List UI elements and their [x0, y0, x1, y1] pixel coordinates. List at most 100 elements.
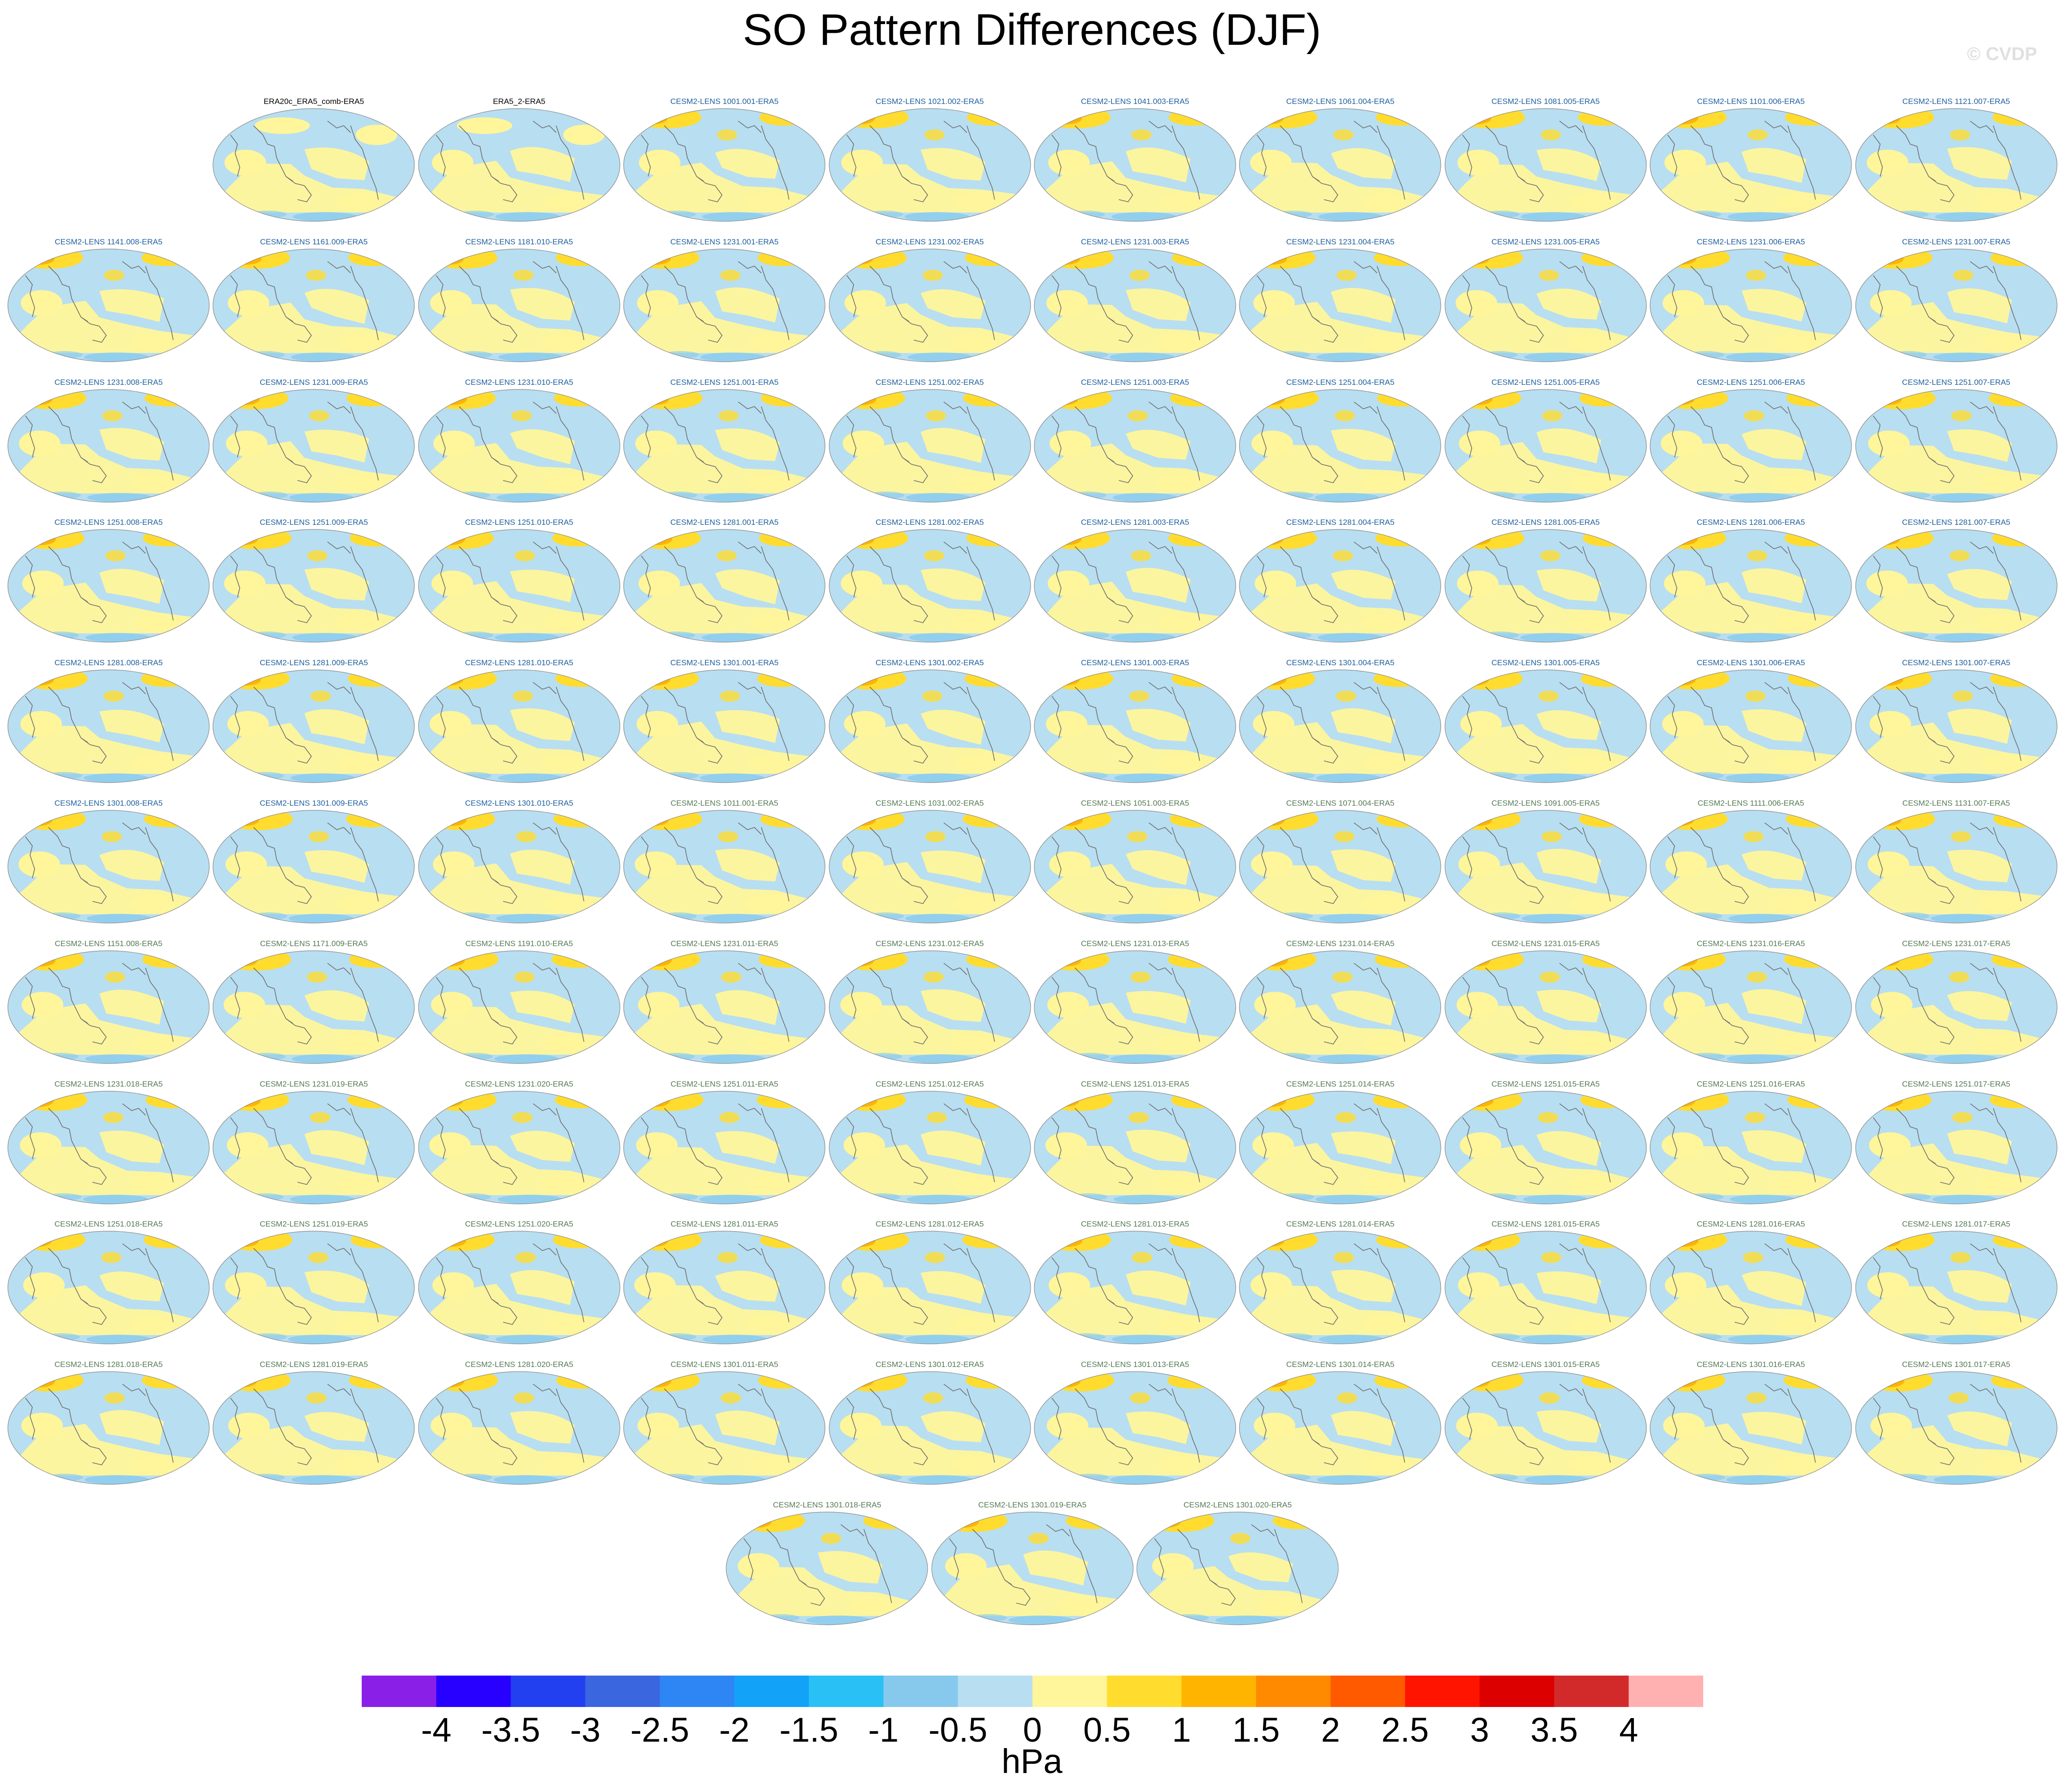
map-panel: CESM2-LENS 1301.017-ERA5: [1854, 1360, 2059, 1501]
panel-title: CESM2-LENS 1281.010-ERA5: [465, 658, 573, 668]
map-panel: CESM2-LENS 1231.014-ERA5: [1238, 939, 1443, 1080]
map-panel: CESM2-LENS 1301.008-ERA5: [6, 799, 211, 940]
map-globe: [623, 1231, 826, 1344]
map-panel: CESM2-LENS 1251.004-ERA5: [1238, 378, 1443, 519]
map-globe: [212, 389, 415, 503]
panel-title: CESM2-LENS 1301.001-ERA5: [670, 658, 779, 668]
panel-title: CESM2-LENS 1001.001-ERA5: [670, 97, 779, 106]
map-panel: CESM2-LENS 1281.015-ERA5: [1443, 1220, 1648, 1361]
colorbar-tick-label: 2.5: [1381, 1711, 1429, 1749]
map-globe: [1239, 1371, 1441, 1485]
panel-title: CESM2-LENS 1231.010-ERA5: [465, 377, 573, 387]
map-panel: CESM2-LENS 1301.001-ERA5: [622, 658, 827, 799]
map-panel: CESM2-LENS 1301.016-ERA5: [1648, 1360, 1853, 1501]
panel-title: CESM2-LENS 1121.007-ERA5: [1902, 97, 2010, 106]
map-globe: [1034, 389, 1236, 503]
map-panel: CESM2-LENS 1281.012-ERA5: [827, 1220, 1032, 1361]
map-globe: [1445, 669, 1647, 783]
map-panel: CESM2-LENS 1281.002-ERA5: [827, 518, 1032, 659]
map-globe: [1650, 669, 1852, 783]
map-panel: ERA20c_ERA5_comb-ERA5: [211, 97, 416, 238]
map-panel: CESM2-LENS 1301.005-ERA5: [1443, 658, 1648, 799]
map-panel: CESM2-LENS 1101.006-ERA5: [1648, 97, 1853, 238]
map-panel: CESM2-LENS 1041.003-ERA5: [1032, 97, 1238, 238]
map-panel: CESM2-LENS 1231.009-ERA5: [211, 378, 416, 519]
panel-title: ERA20c_ERA5_comb-ERA5: [263, 97, 364, 106]
panel-title: CESM2-LENS 1301.010-ERA5: [465, 799, 573, 808]
map-globe: [1445, 249, 1647, 362]
colorbar-tick-label: 0.5: [1083, 1711, 1131, 1749]
map-globe: [828, 950, 1031, 1064]
map-panel: CESM2-LENS 1281.011-ERA5: [622, 1220, 827, 1361]
colorbar-segment: [883, 1676, 959, 1707]
map-globe: [1855, 249, 2058, 362]
map-panel: CESM2-LENS 1251.003-ERA5: [1032, 378, 1238, 519]
map-globe: [212, 1371, 415, 1485]
panel-title: CESM2-LENS 1231.014-ERA5: [1286, 939, 1395, 948]
map-globe: [623, 669, 826, 783]
map-panel: CESM2-LENS 1281.017-ERA5: [1854, 1220, 2059, 1361]
map-panel: CESM2-LENS 1161.009-ERA5: [211, 237, 416, 378]
map-globe: [1855, 389, 2058, 503]
panel-title: CESM2-LENS 1231.002-ERA5: [875, 237, 984, 246]
colorbar-segment: [1181, 1676, 1257, 1707]
map-globe: [1239, 950, 1441, 1064]
panel-title: CESM2-LENS 1191.010-ERA5: [465, 939, 573, 948]
panel-title: CESM2-LENS 1301.015-ERA5: [1491, 1360, 1600, 1369]
panel-title: CESM2-LENS 1301.017-ERA5: [1902, 1360, 2010, 1369]
colorbar-segment: [362, 1676, 437, 1707]
panel-title: CESM2-LENS 1301.018-ERA5: [773, 1500, 881, 1509]
map-globe: [1445, 529, 1647, 643]
colorbar-tick-label: -3.5: [481, 1711, 540, 1749]
map-globe: [1650, 1231, 1852, 1344]
map-globe: [623, 249, 826, 362]
panel-title: CESM2-LENS 1101.006-ERA5: [1697, 97, 1805, 106]
panel-title: CESM2-LENS 1281.003-ERA5: [1081, 518, 1190, 527]
map-globe: [1239, 810, 1441, 923]
map-panel: CESM2-LENS 1281.004-ERA5: [1238, 518, 1443, 659]
map-globe: [418, 1231, 620, 1344]
map-globe: [418, 1090, 620, 1204]
map-globe: [1650, 950, 1852, 1064]
colorbar: [362, 1676, 1703, 1707]
panel-title: CESM2-LENS 1281.009-ERA5: [260, 658, 368, 668]
map-panel: CESM2-LENS 1141.008-ERA5: [6, 237, 211, 378]
map-globe: [1239, 108, 1441, 222]
map-globe: [7, 669, 210, 783]
map-panel: CESM2-LENS 1281.003-ERA5: [1032, 518, 1238, 659]
map-globe: [7, 389, 210, 503]
map-globe: [1034, 950, 1236, 1064]
map-panel: CESM2-LENS 1301.019-ERA5: [930, 1500, 1135, 1641]
map-globe: [1239, 669, 1441, 783]
map-globe: [1034, 1371, 1236, 1485]
panel-title: CESM2-LENS 1251.014-ERA5: [1286, 1079, 1395, 1088]
map-globe: [1855, 669, 2058, 783]
panel-title: CESM2-LENS 1251.002-ERA5: [875, 377, 984, 387]
map-panel: CESM2-LENS 1301.020-ERA5: [1135, 1500, 1340, 1641]
panel-title: CESM2-LENS 1231.013-ERA5: [1081, 939, 1190, 948]
colorbar-tick-label: -4: [421, 1711, 452, 1749]
map-panel: CESM2-LENS 1231.005-ERA5: [1443, 237, 1648, 378]
map-panel: CESM2-LENS 1231.006-ERA5: [1648, 237, 1853, 378]
map-panel: CESM2-LENS 1251.020-ERA5: [417, 1220, 622, 1361]
panel-title: CESM2-LENS 1231.020-ERA5: [465, 1079, 573, 1088]
map-panel: CESM2-LENS 1231.019-ERA5: [211, 1080, 416, 1221]
map-panel: CESM2-LENS 1231.004-ERA5: [1238, 237, 1443, 378]
map-panel: CESM2-LENS 1301.011-ERA5: [622, 1360, 827, 1501]
colorbar-tick-label: 2: [1321, 1711, 1340, 1749]
map-globe: [623, 389, 826, 503]
map-globe: [1445, 810, 1647, 923]
map-globe: [828, 249, 1031, 362]
map-panel: CESM2-LENS 1281.016-ERA5: [1648, 1220, 1853, 1361]
panel-title: CESM2-LENS 1231.017-ERA5: [1902, 939, 2010, 948]
map-globe: [623, 108, 826, 222]
map-panel: CESM2-LENS 1231.010-ERA5: [417, 378, 622, 519]
map-panel: CESM2-LENS 1251.014-ERA5: [1238, 1080, 1443, 1221]
map-panel: CESM2-LENS 1191.010-ERA5: [417, 939, 622, 1080]
colorbar-tick-label: -3: [570, 1711, 601, 1749]
map-globe: [7, 1090, 210, 1204]
panel-title: CESM2-LENS 1301.011-ERA5: [670, 1360, 778, 1369]
map-globe: [623, 810, 826, 923]
panel-title: CESM2-LENS 1301.013-ERA5: [1081, 1360, 1190, 1369]
map-globe: [1445, 1090, 1647, 1204]
